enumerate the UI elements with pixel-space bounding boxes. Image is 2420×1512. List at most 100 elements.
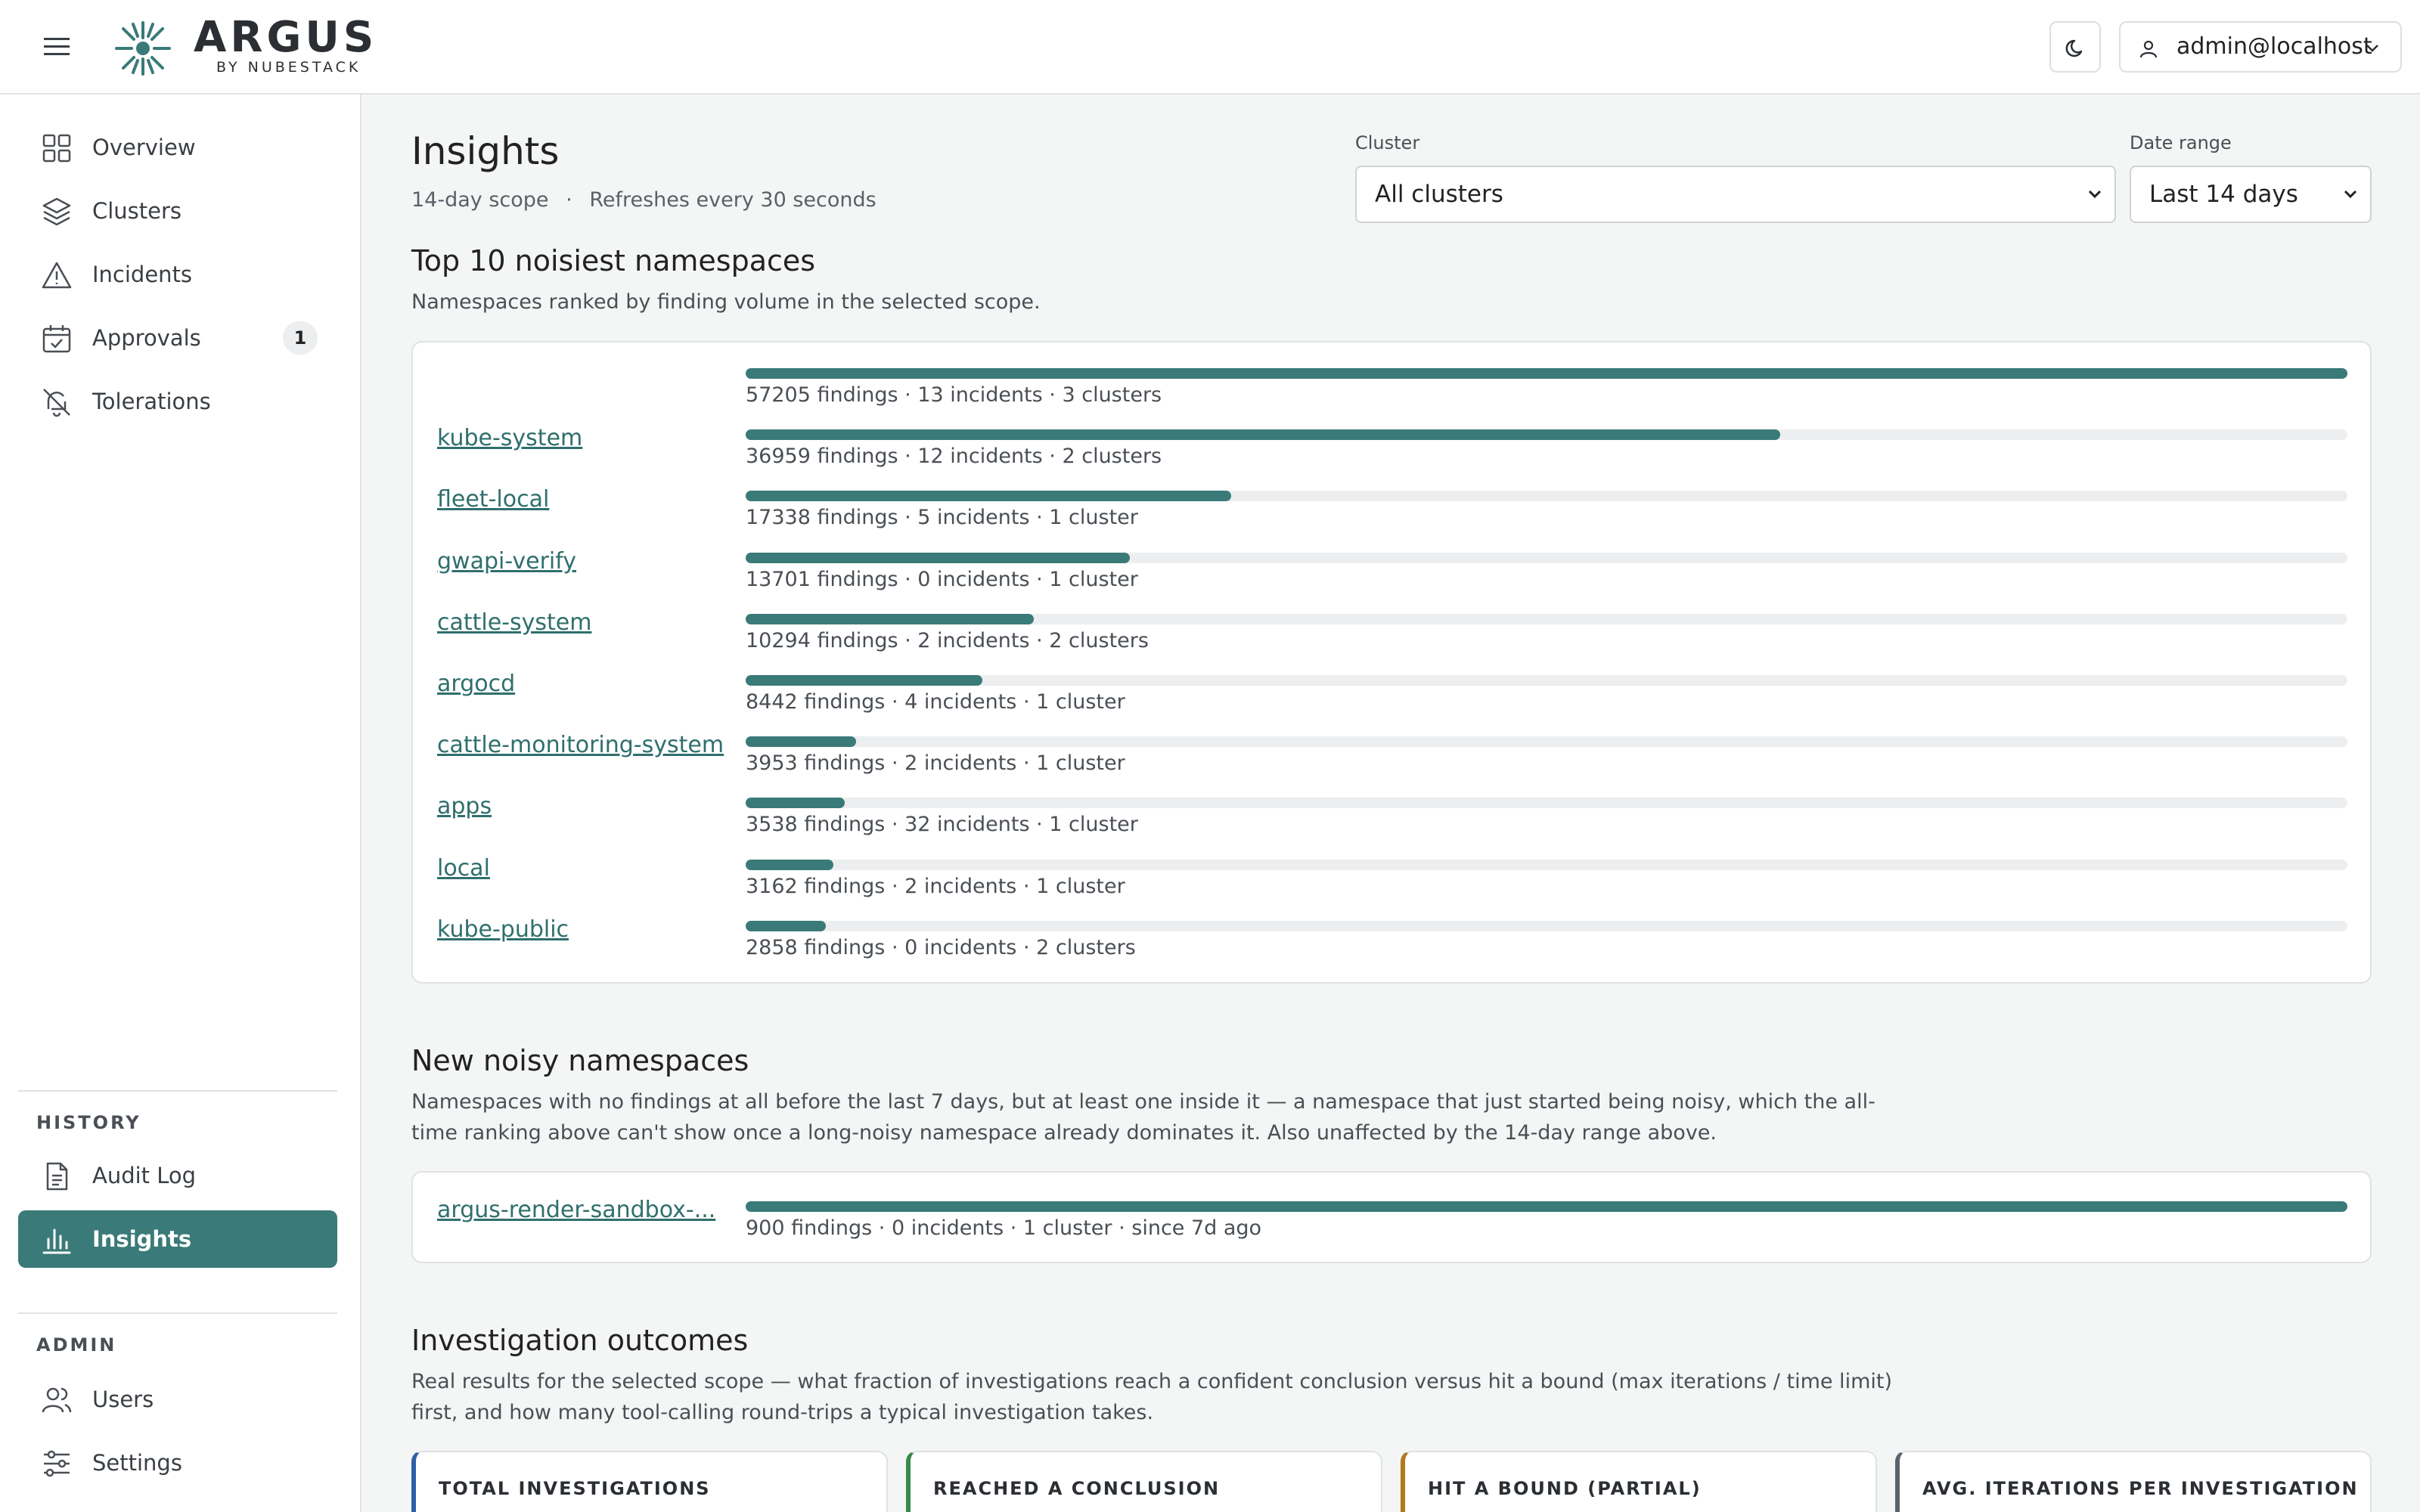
sidebar-item-clusters[interactable]: Clusters bbox=[18, 182, 337, 240]
stat-card-label: REACHED A CONCLUSION bbox=[933, 1478, 1221, 1499]
sidebar-item-insights[interactable]: Insights bbox=[18, 1210, 337, 1268]
stat-card-label: HIT A BOUND (PARTIAL) bbox=[1428, 1478, 1702, 1499]
user-menu-button[interactable]: admin@localhost bbox=[2119, 21, 2402, 73]
grid-icon bbox=[42, 134, 71, 163]
date-range-select[interactable]: Last 14 days bbox=[2130, 166, 2372, 223]
users-icon bbox=[42, 1387, 72, 1413]
findings-bar-track bbox=[746, 613, 2347, 624]
cluster-select-value: All clusters bbox=[1375, 181, 1503, 208]
stat-card-total: TOTAL INVESTIGATIONS bbox=[411, 1451, 888, 1512]
namespace-stats: 900 findings · 0 incidents · 1 cluster ·… bbox=[746, 1216, 1262, 1240]
page-title: Insights bbox=[411, 129, 560, 173]
new-noisy-title: New noisy namespaces bbox=[411, 1044, 749, 1077]
new-noisy-description: Namespaces with no findings at all befor… bbox=[411, 1090, 1876, 1145]
namespace-row: kube-system 36959 findings · 12 incidents… bbox=[413, 407, 2370, 469]
namespace-link[interactable]: kube-system bbox=[437, 425, 583, 452]
findings-bar-track bbox=[746, 552, 2347, 563]
refresh-text: Refreshes every 30 seconds bbox=[589, 188, 876, 212]
sidebar-heading-history: HISTORY bbox=[36, 1112, 141, 1133]
document-icon bbox=[46, 1162, 68, 1191]
new-noisy-card: argus-render-sandbox-... 900 findings · 0… bbox=[411, 1171, 2372, 1263]
outcomes-description: Real results for the selected scope — wh… bbox=[411, 1370, 1892, 1424]
stat-card-avg-iterations: AVG. ITERATIONS PER INVESTIGATION bbox=[1895, 1451, 2372, 1512]
sidebar-item-label: Insights bbox=[92, 1226, 192, 1252]
brand-name: ARGUS bbox=[194, 13, 378, 62]
sidebar-item-label: Users bbox=[92, 1387, 154, 1412]
sidebar-item-audit-log[interactable]: Audit Log bbox=[18, 1147, 337, 1204]
findings-bar-track bbox=[746, 736, 2347, 748]
scope-text: 14-day scope bbox=[411, 188, 549, 212]
sidebar-item-tolerations[interactable]: Tolerations bbox=[18, 373, 337, 430]
findings-bar-track bbox=[746, 798, 2347, 809]
findings-bar-fill bbox=[746, 368, 2347, 379]
findings-bar-track bbox=[746, 368, 2347, 379]
namespace-link[interactable]: kube-public bbox=[437, 916, 569, 943]
moon-icon bbox=[2065, 39, 2083, 57]
sidebar-heading-admin: ADMIN bbox=[36, 1334, 117, 1356]
chevron-down-icon bbox=[2344, 190, 2357, 199]
sidebar-divider bbox=[18, 1090, 337, 1092]
findings-bar-track bbox=[746, 675, 2347, 686]
findings-bar-track bbox=[746, 491, 2347, 502]
sidebar: Overview Clusters Incidents Approvals 1 … bbox=[0, 94, 361, 1512]
namespace-link[interactable]: apps bbox=[437, 793, 492, 820]
theme-toggle-button[interactable] bbox=[2049, 21, 2101, 73]
separator: · bbox=[566, 188, 572, 212]
namespace-row: argocd 8442 findings · 4 incidents · 1 cl… bbox=[413, 652, 2370, 714]
sidebar-item-label: Clusters bbox=[92, 198, 182, 224]
namespace-row: local 3162 findings · 2 incidents · 1 clu… bbox=[413, 837, 2370, 898]
findings-bar-fill bbox=[746, 736, 857, 748]
chevron-down-icon bbox=[2366, 45, 2378, 52]
top-namespaces-description: Namespaces ranked by finding volume in t… bbox=[411, 290, 1041, 314]
findings-bar-fill bbox=[746, 675, 983, 686]
findings-bar-fill bbox=[746, 552, 1131, 563]
stat-card-label: TOTAL INVESTIGATIONS bbox=[439, 1478, 711, 1499]
outcomes-title: Investigation outcomes bbox=[411, 1324, 749, 1357]
app-header: ARGUS BY NUBESTACK admin@localhost bbox=[0, 0, 2420, 94]
calendar-check-icon bbox=[42, 325, 71, 353]
approvals-count-badge: 1 bbox=[283, 321, 318, 355]
namespace-link[interactable]: local bbox=[437, 854, 490, 881]
chevron-down-icon bbox=[2088, 190, 2102, 199]
sidebar-item-users[interactable]: Users bbox=[18, 1371, 337, 1428]
top-namespaces-card: 57205 findings · 13 incidents · 3 cluste… bbox=[411, 341, 2372, 984]
cluster-select[interactable]: All clusters bbox=[1355, 166, 2116, 223]
namespace-stats: 36959 findings · 12 incidents · 2 cluste… bbox=[746, 445, 1162, 469]
stat-card-label: AVG. ITERATIONS PER INVESTIGATION bbox=[1922, 1478, 2359, 1499]
namespace-link[interactable]: argocd bbox=[437, 671, 516, 697]
sidebar-item-label: Audit Log bbox=[92, 1163, 197, 1188]
namespace-link[interactable]: argus-render-sandbox-... bbox=[437, 1197, 716, 1223]
namespace-stats: 2858 findings · 0 incidents · 2 clusters bbox=[746, 935, 1136, 959]
sidebar-item-approvals[interactable]: Approvals 1 bbox=[18, 309, 337, 367]
namespace-stats: 3162 findings · 2 incidents · 1 cluster bbox=[746, 874, 1125, 898]
namespace-stats: 17338 findings · 5 incidents · 1 cluster bbox=[746, 506, 1138, 530]
bell-off-icon bbox=[43, 389, 70, 417]
findings-bar-track bbox=[746, 1201, 2347, 1212]
namespace-row: kube-public 2858 findings · 0 incidents ·… bbox=[413, 898, 2370, 959]
sidebar-item-settings[interactable]: Settings bbox=[18, 1434, 337, 1492]
namespace-row: apps 3538 findings · 32 incidents · 1 clu… bbox=[413, 775, 2370, 837]
namespace-link[interactable]: gwapi-verify bbox=[437, 547, 577, 575]
sidebar-divider bbox=[18, 1312, 337, 1314]
page-subtitle: 14-day scope · Refreshes every 30 second… bbox=[411, 188, 876, 212]
sliders-icon bbox=[44, 1450, 70, 1477]
namespace-stats: 8442 findings · 4 incidents · 1 cluster bbox=[746, 690, 1125, 714]
namespace-stats: 13701 findings · 0 incidents · 1 cluster bbox=[746, 567, 1138, 591]
findings-bar-track bbox=[746, 920, 2347, 931]
brand-subtitle: BY NUBESTACK bbox=[216, 59, 361, 76]
namespace-stats: 3538 findings · 32 incidents · 1 cluster bbox=[746, 813, 1138, 837]
namespace-link[interactable]: cattle-monitoring-system bbox=[437, 732, 724, 759]
findings-bar-track bbox=[746, 429, 2347, 441]
bar-chart-icon bbox=[42, 1228, 71, 1254]
main-content: Insights 14-day scope · Refreshes every … bbox=[363, 96, 2420, 1512]
warning-triangle-icon bbox=[42, 262, 72, 289]
namespace-link[interactable]: cattle-system bbox=[437, 609, 592, 636]
namespace-stats: 10294 findings · 2 incidents · 2 cluster… bbox=[746, 628, 1149, 652]
sidebar-item-incidents[interactable]: Incidents bbox=[18, 246, 337, 303]
namespace-link[interactable]: fleet-local bbox=[437, 486, 550, 513]
layers-icon bbox=[42, 197, 71, 226]
sidebar-item-overview[interactable]: Overview bbox=[18, 119, 337, 176]
findings-bar-fill bbox=[746, 798, 845, 809]
cluster-filter-label: Cluster bbox=[1355, 132, 1420, 153]
menu-icon[interactable] bbox=[41, 33, 74, 60]
